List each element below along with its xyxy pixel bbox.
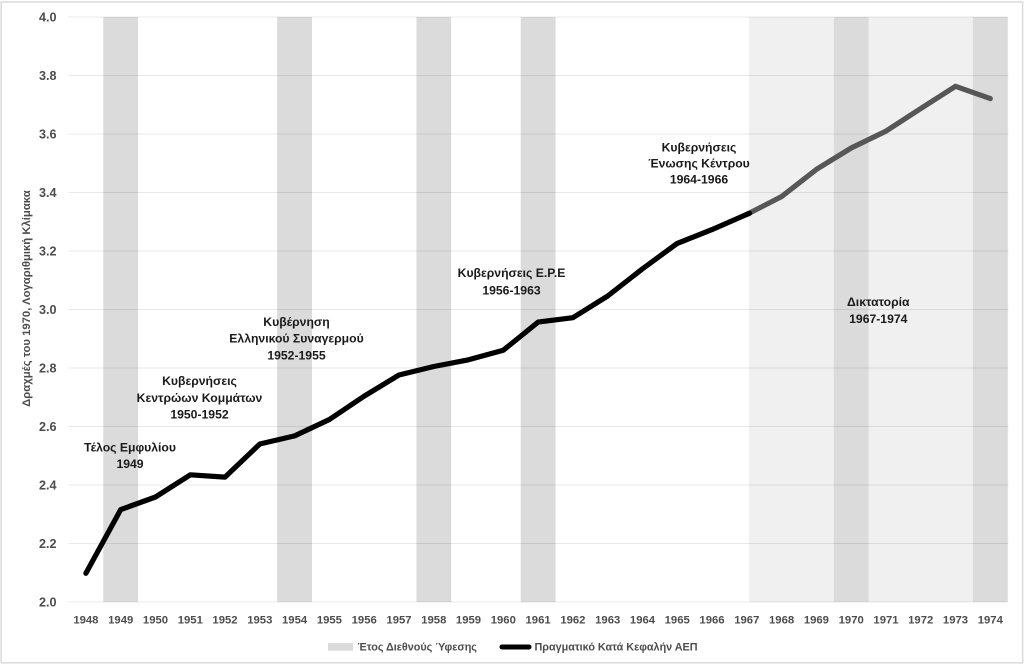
svg-text:1950-1952: 1950-1952 [170,408,229,422]
svg-text:1967-1974: 1967-1974 [849,312,908,326]
svg-text:Δραχμές του 1970, Λογαριθμική: Δραχμές του 1970, Λογαριθμική Κλίμακα [21,190,33,407]
svg-text:1952-1955: 1952-1955 [267,348,326,362]
svg-text:1964-1966: 1964-1966 [670,172,729,186]
svg-text:1956-1963: 1956-1963 [482,284,541,298]
svg-text:1973: 1973 [943,614,968,626]
svg-text:1964: 1964 [630,614,656,626]
svg-text:1962: 1962 [560,614,585,626]
svg-text:1950: 1950 [143,614,168,626]
svg-text:1959: 1959 [456,614,481,626]
svg-text:1953: 1953 [247,614,272,626]
svg-text:2.8: 2.8 [39,362,57,376]
svg-text:Δικτατορία: Δικτατορία [847,295,910,309]
svg-text:1949: 1949 [108,614,133,626]
svg-text:3.2: 3.2 [39,245,57,259]
svg-text:Κυβερνήσεις: Κυβερνήσεις [162,374,237,388]
svg-text:2.4: 2.4 [39,479,57,493]
svg-text:3.4: 3.4 [39,186,57,200]
svg-text:3.8: 3.8 [39,69,57,83]
svg-text:Κεντρώων Κομμάτων: Κεντρώων Κομμάτων [137,391,263,405]
svg-text:1954: 1954 [282,614,308,626]
svg-text:Κυβέρνηση: Κυβέρνηση [263,315,329,329]
svg-text:1948: 1948 [73,614,98,626]
svg-text:1966: 1966 [699,614,724,626]
svg-text:1951: 1951 [178,614,203,626]
svg-text:1972: 1972 [908,614,933,626]
svg-text:1963: 1963 [595,614,620,626]
svg-text:Τέλος Εμφυλίου: Τέλος Εμφυλίου [84,440,176,454]
svg-text:1968: 1968 [769,614,794,626]
svg-text:3.0: 3.0 [39,303,57,317]
svg-text:2.2: 2.2 [39,537,57,551]
svg-text:Ένωσης Κέντρου: Ένωσης Κέντρου [648,157,750,171]
svg-text:2.0: 2.0 [39,596,57,610]
svg-text:1958: 1958 [421,614,446,626]
svg-text:Έτος Διεθνούς Ύφεσης: Έτος Διεθνούς Ύφεσης [358,641,478,653]
svg-text:1961: 1961 [526,614,551,626]
svg-text:4.0: 4.0 [39,11,57,25]
svg-text:1974: 1974 [978,614,1004,626]
svg-text:Πραγματικό Κατά Κεφαλήν ΑΕΠ: Πραγματικό Κατά Κεφαλήν ΑΕΠ [535,641,698,653]
svg-text:1955: 1955 [317,614,342,626]
svg-text:1957: 1957 [386,614,411,626]
svg-text:1971: 1971 [873,614,898,626]
svg-text:1967: 1967 [734,614,759,626]
svg-text:3.6: 3.6 [39,128,57,142]
svg-text:1965: 1965 [665,614,690,626]
svg-text:1952: 1952 [212,614,237,626]
svg-text:1970: 1970 [839,614,864,626]
svg-text:Κυβερνήσεις: Κυβερνήσεις [662,141,737,155]
svg-text:1969: 1969 [804,614,829,626]
svg-text:Κυβερνήσεις Ε.Ρ.Ε: Κυβερνήσεις Ε.Ρ.Ε [458,266,566,280]
svg-text:1960: 1960 [491,614,516,626]
svg-text:1949: 1949 [116,457,143,471]
svg-text:2.6: 2.6 [39,420,57,434]
svg-text:1956: 1956 [352,614,377,626]
svg-text:Ελληνικού Συναγερμού: Ελληνικού Συναγερμού [229,332,363,346]
